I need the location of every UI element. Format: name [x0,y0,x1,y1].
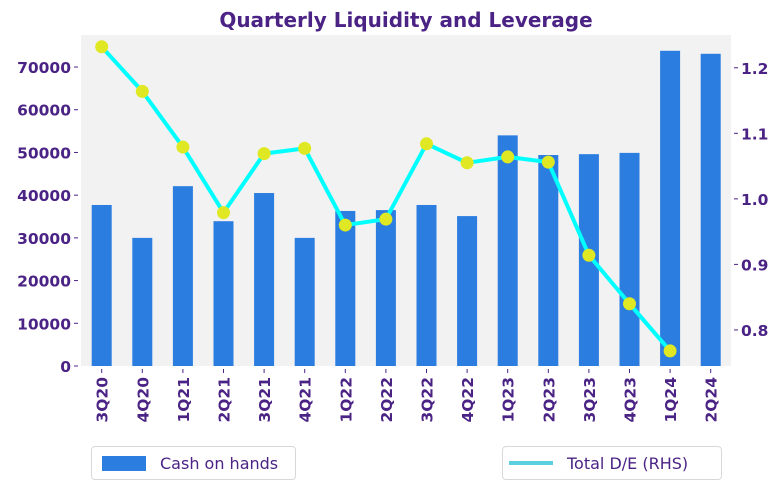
bar-2Q24 [700,53,721,366]
bar-4Q21 [294,237,315,366]
y-tick-label: 10000 [17,315,71,333]
legend-cash-on-hands: Cash on hands [91,446,296,480]
de-point-3Q20 [95,40,109,54]
y2-tick-label: 0.9 [741,256,768,274]
y2-tick-label: 1.0 [741,191,769,209]
bar-3Q22 [416,204,437,366]
x-tick-label: 1Q22 [337,377,355,423]
bar-1Q22 [335,210,356,366]
x-tick-label: 4Q23 [622,377,640,423]
bar-2Q21 [213,221,234,366]
de-point-1Q22 [338,218,352,232]
bar-3Q20 [91,204,112,366]
line-series-total-de [95,40,677,358]
x-tick-label: 1Q21 [175,377,193,423]
y-axis-right: 0.8 0.9 1.0 1.1 1.2 [734,60,769,340]
y-tick-label: 20000 [17,273,71,291]
x-tick-label: 2Q23 [540,377,558,423]
bar-1Q21 [172,186,193,366]
x-tick-label: 1Q24 [662,377,680,423]
legend-total-de: Total D/E (RHS) [502,446,722,480]
x-tick-label: 1Q23 [500,377,518,423]
x-tick-label: 4Q21 [297,377,315,423]
y-axis-left: 0 10000 20000 30000 40000 50000 60000 70000 [17,59,78,376]
de-point-2Q23 [541,155,555,169]
de-point-4Q20 [135,84,149,98]
bar-2Q22 [375,210,396,366]
bar-1Q23 [497,135,518,366]
de-point-4Q23 [623,297,636,311]
x-tick-label: 3Q22 [419,377,437,423]
x-tick-label: 4Q20 [134,377,152,423]
bar-3Q21 [254,193,275,366]
legend-label-de: Total D/E (RHS) [567,453,689,473]
de-point-1Q24 [663,344,677,358]
de-point-1Q21 [176,140,190,154]
y2-tick-label: 0.8 [741,322,768,340]
de-point-3Q22 [420,137,433,151]
x-axis: 3Q20 4Q20 1Q21 2Q21 3Q21 4Q21 1Q22 2Q22 3Q22 4Q22… [94,369,721,423]
y-tick-label: 60000 [17,102,71,120]
bar-4Q22 [457,216,478,366]
x-tick-label: 2Q21 [216,377,234,423]
de-point-4Q21 [298,141,312,155]
bar-series-cash-on-hands [91,50,721,366]
x-tick-label: 3Q23 [581,377,599,423]
de-point-2Q21 [217,206,230,220]
y-tick-label: 0 [60,358,71,376]
de-point-4Q22 [460,156,474,170]
bar-1Q24 [660,50,681,366]
y2-tick-label: 1.2 [741,60,768,78]
legend-label-cash: Cash on hands [160,453,279,473]
y-tick-label: 30000 [17,230,71,248]
x-tick-label: 4Q22 [459,377,477,423]
y2-tick-label: 1.1 [741,125,768,143]
x-tick-label: 3Q20 [94,377,112,423]
chart-title: Quarterly Liquidity and Leverage [219,8,592,32]
de-point-3Q21 [257,147,271,161]
x-tick-label: 3Q21 [256,377,274,423]
bar-4Q23 [619,152,640,366]
y-tick-label: 50000 [17,144,71,162]
legend-swatch-line [509,461,553,465]
bar-4Q20 [132,237,153,366]
x-tick-label: 2Q22 [378,377,396,423]
legend-swatch-bar [102,455,146,471]
de-point-2Q22 [379,212,393,226]
de-point-3Q23 [582,248,596,262]
de-point-1Q23 [501,150,515,164]
y-tick-label: 70000 [17,59,71,77]
y-tick-label: 40000 [17,187,71,205]
bar-2Q23 [538,155,559,366]
x-tick-label: 2Q24 [703,377,721,423]
